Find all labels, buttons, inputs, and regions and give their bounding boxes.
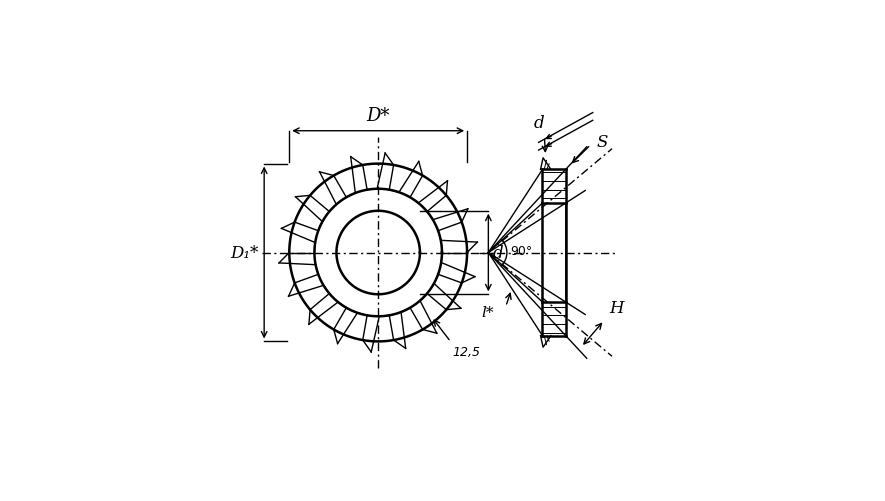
Text: d: d [534, 115, 544, 131]
Text: S: S [596, 134, 608, 151]
Text: 90°: 90° [510, 244, 532, 258]
Text: 12,5: 12,5 [453, 345, 481, 358]
Text: D*: D* [366, 107, 390, 125]
Text: d: d [492, 244, 503, 262]
Text: D₁*: D₁* [230, 244, 258, 262]
Text: H: H [609, 300, 623, 317]
Text: l*: l* [481, 306, 494, 320]
